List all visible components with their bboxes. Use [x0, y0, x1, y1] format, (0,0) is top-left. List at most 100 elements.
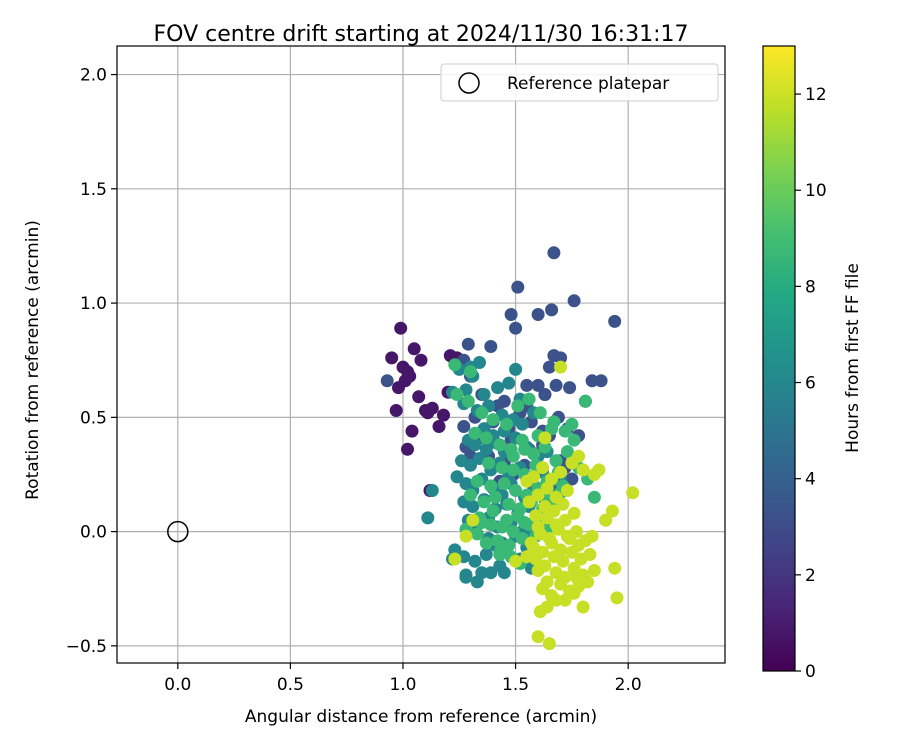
colorbar: 0 2 4 6 8 10 12 Hours from first FF file — [762, 45, 863, 682]
data-point — [533, 406, 547, 420]
data-point — [549, 454, 563, 468]
data-point — [396, 360, 410, 374]
data-point — [468, 554, 482, 568]
colorbar-gradient — [762, 45, 796, 672]
data-point — [509, 554, 523, 568]
chart-title: FOV centre drift starting at 2024/11/30 … — [154, 22, 689, 47]
data-points — [380, 246, 640, 651]
data-point — [522, 495, 536, 509]
x-tick-label: 1.5 — [502, 675, 529, 695]
data-point — [421, 511, 435, 525]
data-point — [599, 513, 613, 527]
colorbar-tick-label: 12 — [805, 85, 827, 105]
data-point — [587, 564, 601, 577]
reference-platepar-marker — [167, 520, 189, 543]
data-point — [468, 438, 482, 452]
data-point — [464, 458, 477, 472]
data-point — [549, 378, 563, 392]
data-point — [479, 536, 493, 550]
data-point — [531, 488, 545, 502]
data-point — [542, 637, 556, 651]
data-point — [549, 566, 563, 580]
data-point — [563, 532, 577, 545]
x-tick-label: 0.0 — [164, 675, 191, 695]
data-point — [560, 484, 574, 497]
colorbar-tick-label: 4 — [805, 470, 816, 490]
data-point — [461, 394, 475, 408]
colorbar-tick-label: 0 — [805, 662, 816, 682]
x-axis-ticks: 0.0 0.5 1.0 1.5 2.0 — [164, 663, 642, 695]
data-point — [488, 490, 502, 504]
data-point — [626, 486, 640, 500]
data-point — [567, 506, 581, 520]
x-tick-label: 1.0 — [389, 675, 416, 695]
data-point — [567, 294, 581, 308]
data-point — [538, 440, 552, 454]
data-point — [565, 545, 579, 559]
colorbar-label: Hours from first FF file — [843, 263, 863, 453]
data-point — [506, 463, 520, 477]
data-point — [482, 456, 496, 470]
data-point — [569, 570, 583, 584]
data-point — [522, 392, 536, 406]
data-point — [412, 390, 426, 404]
data-point — [545, 422, 559, 436]
data-point — [385, 351, 399, 365]
plot-frame — [116, 45, 726, 664]
data-point — [475, 406, 489, 420]
x-tick-label: 0.5 — [277, 675, 304, 695]
data-point — [450, 388, 464, 401]
data-point — [567, 433, 581, 447]
data-point — [484, 479, 498, 493]
data-point — [502, 376, 516, 390]
data-point — [497, 566, 511, 580]
data-point — [486, 504, 500, 518]
data-point — [486, 413, 500, 427]
data-point — [432, 420, 446, 433]
data-point — [405, 424, 419, 438]
y-tick-label: 1.0 — [80, 294, 107, 314]
data-point — [565, 456, 579, 470]
colorbar-tick-label: 2 — [805, 566, 816, 586]
data-point — [464, 365, 477, 379]
colorbar-tick-label: 10 — [805, 181, 827, 201]
data-point — [477, 495, 491, 509]
data-point — [536, 582, 550, 596]
data-point — [479, 548, 493, 561]
data-point — [515, 417, 529, 431]
y-axis-ticks: −0.5 0.0 0.5 1.0 1.5 2.0 — [66, 66, 117, 657]
data-point — [520, 378, 534, 392]
data-point — [527, 541, 541, 555]
data-point — [380, 374, 394, 388]
data-point — [545, 536, 559, 550]
data-point — [448, 358, 462, 372]
data-point — [574, 552, 588, 566]
data-point — [594, 374, 608, 388]
data-point — [484, 566, 498, 580]
data-point — [585, 374, 599, 388]
data-point — [448, 552, 462, 566]
data-point — [484, 340, 498, 353]
data-point — [576, 600, 590, 614]
data-point — [457, 420, 471, 433]
y-tick-label: 1.5 — [80, 180, 107, 200]
y-axis-label: Rotation from reference (arcmin) — [23, 220, 43, 500]
data-point — [497, 394, 511, 408]
data-point — [608, 561, 622, 575]
data-point — [563, 381, 577, 395]
legend: Reference platepar — [440, 63, 719, 102]
data-point — [518, 516, 532, 529]
data-point — [558, 593, 572, 607]
data-point — [538, 388, 552, 401]
data-point — [500, 417, 514, 431]
data-point — [554, 360, 568, 374]
data-point — [540, 511, 554, 525]
data-point — [450, 470, 464, 484]
data-point — [547, 246, 561, 260]
data-point — [437, 408, 450, 422]
data-point — [509, 362, 523, 376]
colorbar-ticks: 0 2 4 6 8 10 12 — [795, 85, 827, 682]
data-point — [551, 522, 565, 536]
data-point — [529, 509, 543, 523]
data-point — [394, 321, 408, 335]
